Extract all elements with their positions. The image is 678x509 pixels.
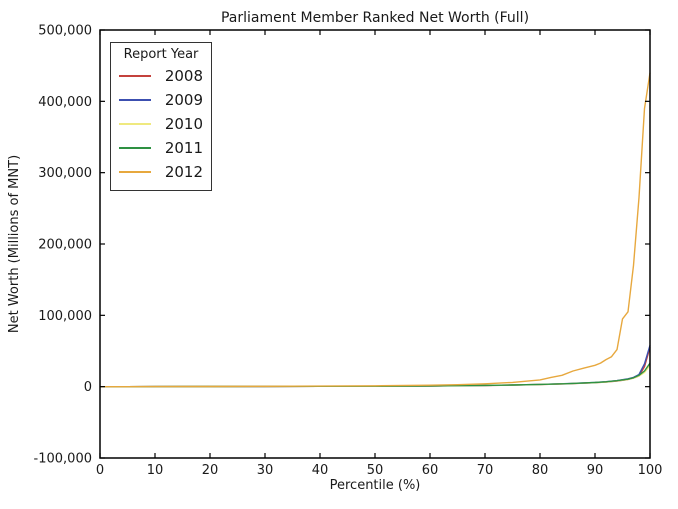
y-tick-label: 100,000 xyxy=(38,309,92,324)
x-tick-label: 30 xyxy=(257,463,274,478)
legend: Report Year 2008 2009 2010 2011 2012 xyxy=(110,42,212,191)
legend-entry-2008: 2008 xyxy=(119,64,203,88)
legend-entry-2011: 2011 xyxy=(119,136,203,160)
legend-label: 2010 xyxy=(164,114,203,133)
legend-label: 2008 xyxy=(164,66,203,85)
legend-label: 2009 xyxy=(164,90,203,109)
y-tick-label: 500,000 xyxy=(38,24,92,39)
x-tick-label: 90 xyxy=(587,463,604,478)
chart-title: Parliament Member Ranked Net Worth (Full… xyxy=(221,10,529,26)
legend-entry-2010: 2010 xyxy=(119,112,203,136)
legend-line-swatch xyxy=(119,123,151,125)
series-line-2008 xyxy=(99,347,651,388)
legend-line-swatch xyxy=(119,147,151,149)
x-tick-label: 20 xyxy=(202,463,219,478)
legend-line-swatch xyxy=(119,171,151,173)
x-axis-label: Percentile (%) xyxy=(330,478,421,493)
series-line-2012 xyxy=(99,72,651,388)
y-tick-label: 400,000 xyxy=(38,95,92,110)
x-tick-label: 100 xyxy=(638,463,663,478)
x-tick-label: 50 xyxy=(367,463,384,478)
y-axis-label: Net Worth (Millions of MNT) xyxy=(7,155,22,333)
legend-entries: 2008 2009 2010 2011 2012 xyxy=(119,64,203,184)
x-tick-label: 40 xyxy=(312,463,329,478)
legend-entry-2009: 2009 xyxy=(119,88,203,112)
x-tick-label: 60 xyxy=(422,463,439,478)
x-tick-label: 80 xyxy=(532,463,549,478)
y-tick-label: 200,000 xyxy=(38,238,92,253)
x-tick-label: 70 xyxy=(477,463,494,478)
y-tick-label: 0 xyxy=(84,380,92,395)
legend-label: 2012 xyxy=(164,162,203,181)
legend-label: 2011 xyxy=(164,138,203,157)
y-tick-label: 300,000 xyxy=(38,166,92,181)
legend-title: Report Year xyxy=(123,47,199,62)
y-tick-label: -100,000 xyxy=(34,452,92,467)
x-tick-label: 0 xyxy=(96,463,104,478)
legend-line-swatch xyxy=(119,99,151,101)
x-tick-label: 10 xyxy=(147,463,164,478)
series-line-2011 xyxy=(99,362,651,388)
legend-line-swatch xyxy=(119,75,151,77)
legend-entry-2012: 2012 xyxy=(119,160,203,184)
series-line-2009 xyxy=(99,345,651,388)
